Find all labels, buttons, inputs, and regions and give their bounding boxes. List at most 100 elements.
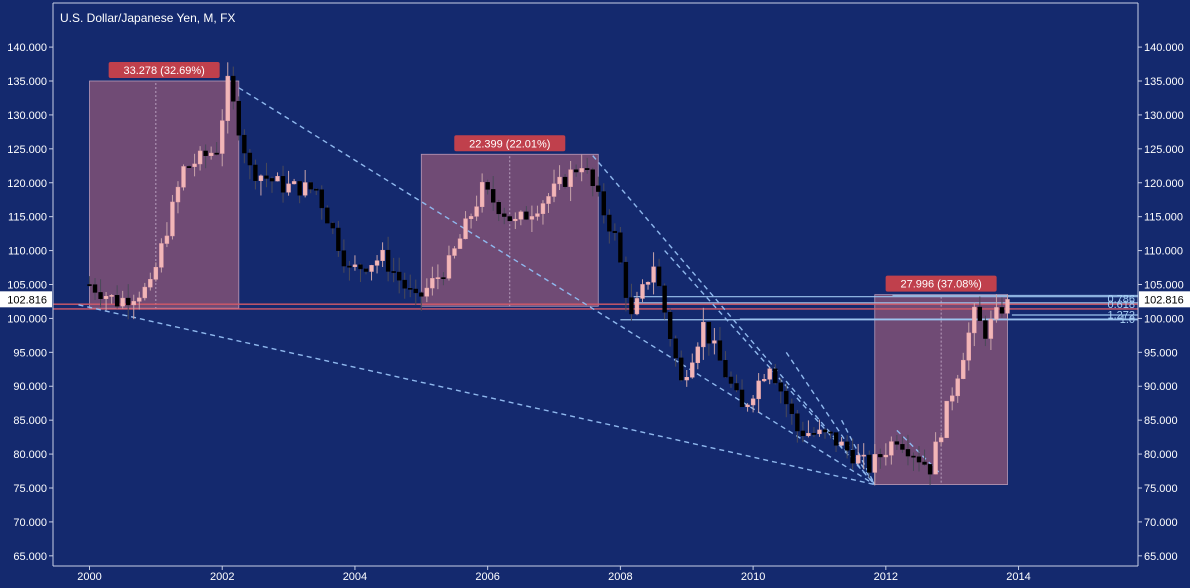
candle-body xyxy=(197,150,203,165)
candle-body xyxy=(507,216,512,222)
x-tick-label: 2012 xyxy=(874,571,898,583)
candle-body xyxy=(568,169,573,187)
x-tick-label: 2008 xyxy=(608,571,632,583)
candle-body xyxy=(352,264,358,267)
candle-body xyxy=(120,297,125,307)
candle-body xyxy=(175,186,181,203)
candle-body xyxy=(231,75,236,102)
candle-body xyxy=(164,235,170,244)
candle-body xyxy=(518,211,524,220)
candle-body xyxy=(126,297,131,306)
x-axis: 2000 2002 2004 2006 2008 2010 2012 2014 xyxy=(77,566,1031,583)
candle-body xyxy=(242,134,247,154)
y-tick-label-left: 110.000 xyxy=(8,246,47,258)
candle-body xyxy=(186,166,192,168)
candle-body xyxy=(336,227,341,251)
range-box xyxy=(89,80,240,309)
candle-body xyxy=(435,277,441,280)
candle-body xyxy=(844,441,850,451)
candle-body xyxy=(739,389,745,408)
candle-body xyxy=(695,346,700,364)
candle-body xyxy=(656,266,662,287)
y-tick-label-right: 90.000 xyxy=(1144,381,1178,393)
fib-label: 1.272 xyxy=(1107,309,1135,321)
candle-body xyxy=(706,321,712,344)
candle-body xyxy=(308,182,313,190)
x-tick-label: 2010 xyxy=(741,571,765,583)
y-tick-label-left: 130.000 xyxy=(7,110,47,122)
y-tick-label-right: 115.000 xyxy=(1144,212,1183,224)
trendline xyxy=(78,304,875,486)
candle-body xyxy=(402,279,407,289)
range-label: 33.278 (32.69%) xyxy=(123,65,204,77)
candle-body xyxy=(673,338,678,359)
candle-body xyxy=(773,368,778,384)
candle-body xyxy=(463,218,468,240)
candle-body xyxy=(363,268,369,272)
candle-body xyxy=(513,218,518,222)
candle-body xyxy=(728,376,734,384)
candle-body xyxy=(109,295,114,297)
candle-body xyxy=(419,292,424,297)
candle-body xyxy=(822,429,828,433)
candle-body xyxy=(629,297,634,315)
current-price-label-left: 102.816 xyxy=(7,294,47,306)
y-tick-label-right: 120.000 xyxy=(1144,178,1184,190)
y-tick-label-right: 140.000 xyxy=(1144,42,1184,54)
range-label-bg xyxy=(108,62,220,79)
candle-body xyxy=(491,189,496,203)
candle-body xyxy=(927,464,933,475)
candle-body xyxy=(358,264,363,270)
candle-body xyxy=(994,307,999,320)
chart-title: U.S. Dollar/Japanese Yen, M, FX xyxy=(60,11,235,25)
candle-body xyxy=(369,265,374,272)
candle-body xyxy=(850,450,855,464)
candle-body xyxy=(734,383,739,391)
candle-body xyxy=(667,312,673,339)
y-tick-label-right: 70.000 xyxy=(1144,517,1178,529)
range-labels: 33.278 (32.69%) 22.399 (22.01%) 27.996 (37… xyxy=(108,62,997,292)
candle-body xyxy=(761,378,767,382)
candle-body xyxy=(347,265,352,268)
candle-body xyxy=(795,413,800,432)
current-price-tag-left xyxy=(0,291,52,308)
y-tick-label-right: 110.000 xyxy=(1144,246,1183,258)
candle-body xyxy=(275,176,280,182)
candle-body xyxy=(424,287,430,297)
candle-body xyxy=(645,281,651,285)
candle-body xyxy=(170,201,175,237)
candle-body xyxy=(1005,299,1010,314)
candle-body xyxy=(551,183,557,197)
candle-body xyxy=(474,206,479,217)
candle-body xyxy=(192,163,197,167)
candle-body xyxy=(114,295,120,307)
candle-body xyxy=(208,152,214,156)
candle-body xyxy=(264,175,269,179)
candle-body xyxy=(916,456,922,463)
x-tick-label: 2004 xyxy=(343,571,367,583)
candle-body xyxy=(457,238,463,249)
candle-body xyxy=(966,332,971,361)
candle-body xyxy=(817,429,822,435)
candle-body xyxy=(889,441,894,456)
y-tick-label-right: 95.000 xyxy=(1144,347,1178,359)
candle-body xyxy=(579,168,584,173)
candle-body xyxy=(833,432,839,446)
y-tick-label-left: 115.000 xyxy=(8,212,47,224)
y-axis-left: 65.000 70.000 75.000 80.000 85.000 90.000 95.0… xyxy=(0,42,53,563)
candle-body xyxy=(596,185,601,192)
candle-body xyxy=(679,357,684,381)
candle-body xyxy=(535,213,540,217)
candle-body xyxy=(867,454,872,473)
y-tick-label-left: 90.000 xyxy=(13,381,47,393)
candle-body xyxy=(546,196,551,204)
candle-body xyxy=(131,301,136,306)
candle-body xyxy=(911,455,916,458)
candle-body xyxy=(153,267,159,280)
candle-body xyxy=(855,455,861,464)
candle-body xyxy=(330,222,336,229)
candle-body xyxy=(159,243,164,268)
candle-body xyxy=(408,287,413,290)
candle-body xyxy=(651,266,656,283)
